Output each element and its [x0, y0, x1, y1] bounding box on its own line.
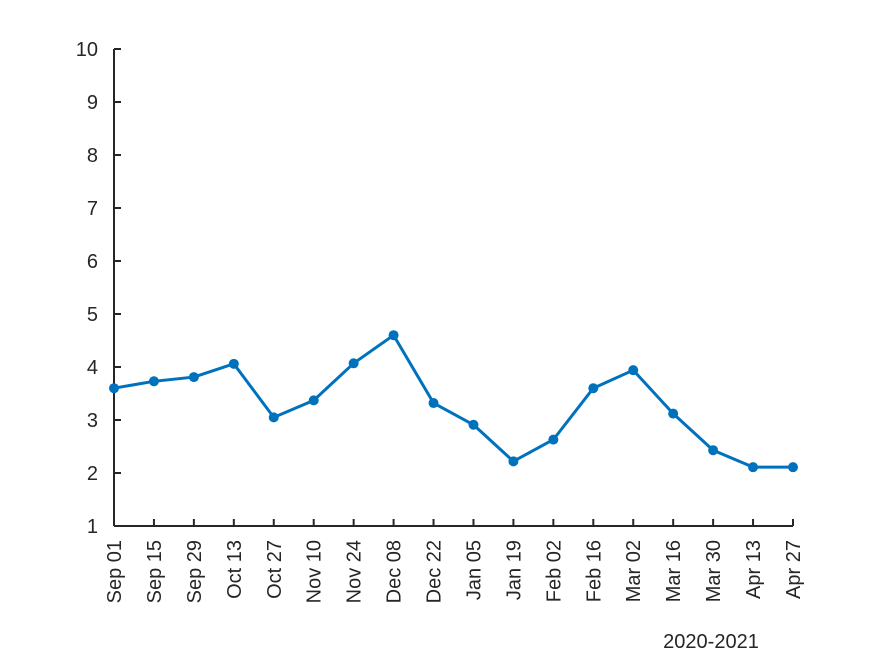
x-tick-label: Mar 30: [703, 540, 725, 602]
x-tick-label: Feb 02: [543, 540, 565, 602]
data-point: [708, 445, 719, 456]
x-tick-label: Mar 02: [623, 540, 645, 602]
x-tick-label: Apr 27: [783, 540, 805, 599]
x-tick-label: Jan 05: [463, 540, 485, 600]
y-tick-label: 2: [87, 463, 98, 485]
series-line: [113, 333, 793, 469]
y-tick-label: 9: [87, 92, 98, 114]
y-tick-label: 8: [87, 145, 98, 167]
data-point: [548, 434, 559, 445]
series-layer: [109, 330, 798, 473]
data-point: [148, 376, 159, 387]
x-tick-label: Dec 08: [384, 540, 406, 603]
data-point: [228, 358, 239, 369]
x-tick-label: Mar 16: [663, 540, 685, 602]
data-point: [308, 395, 319, 406]
data-point: [348, 358, 359, 369]
data-point: [628, 365, 639, 376]
x-tick-label: Apr 13: [743, 540, 765, 599]
data-point: [508, 456, 519, 467]
y-tick-label: 5: [87, 304, 98, 326]
x-tick-label: Dec 22: [424, 540, 446, 603]
x-tick-label: Jan 19: [503, 540, 525, 600]
data-point: [668, 408, 679, 419]
y-tick-label: 7: [87, 198, 98, 220]
x-tick-label: Oct 13: [224, 540, 246, 599]
x-tick-label: Sep 15: [144, 540, 166, 603]
data-point: [788, 462, 798, 473]
data-point: [268, 412, 279, 423]
y-tick-label: 1: [87, 516, 98, 538]
x-tick-label: Feb 16: [583, 540, 605, 602]
x-tick-label: Sep 01: [104, 540, 126, 603]
data-point: [109, 383, 119, 394]
y-tick-label: 6: [87, 251, 98, 273]
data-point: [428, 398, 439, 409]
y-tick-label: 4: [87, 357, 98, 379]
x-tick-label: Oct 27: [264, 540, 286, 599]
data-point: [748, 462, 759, 473]
y-axis-ticks: 1 2 3 4 5 6 7 8 9 10: [76, 39, 121, 538]
data-point: [468, 419, 479, 430]
x-tick-label: Nov 24: [344, 540, 366, 603]
x-axis-ticks: Sep 01 Sep 15 Sep 29 Oct 13 Oct 27 Nov 10 Nov …: [104, 519, 805, 603]
y-tick-label: 10: [76, 39, 98, 61]
data-point: [388, 330, 399, 341]
x-axis-range-label: 2020-2021: [663, 631, 759, 653]
x-tick-label: Sep 29: [184, 540, 206, 603]
data-point: [588, 383, 599, 394]
data-point: [188, 372, 199, 383]
y-tick-label: 3: [87, 410, 98, 432]
x-tick-label: Nov 10: [304, 540, 326, 603]
